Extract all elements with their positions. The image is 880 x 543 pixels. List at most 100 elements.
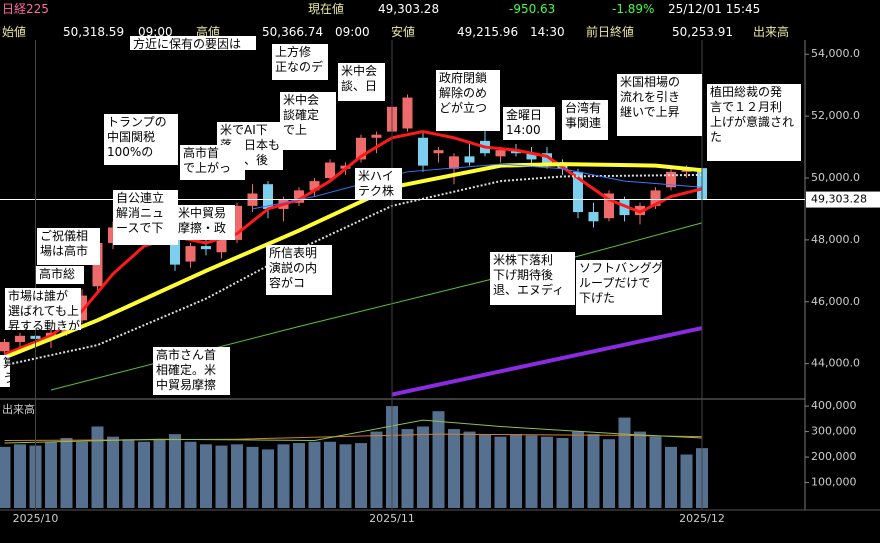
datetime: 25/12/01 15:45 [668,2,761,16]
volume-bar [339,444,352,508]
annotation-line: 100%の [107,145,154,159]
volume-bar [169,434,181,508]
annotation: 方近に保有の要因は [130,36,256,50]
annotation: 所信表明 演説の内 容がコ [266,245,332,295]
candle-body [309,181,320,191]
volume-bar [14,444,26,508]
candle-body [185,246,196,262]
annotation: 算う [0,355,10,387]
annotation-line: 高市総 [39,267,76,281]
annotation-line: テク株 [358,184,395,198]
volume-bar [494,436,507,508]
y-tick-label: 400,000 [811,399,857,412]
annotation: 米中会 談確定 で上 [280,92,336,150]
annotation-line: トランプの [107,115,167,129]
time: 09:00 [335,25,370,39]
volume-bar [107,436,119,508]
candle-body [573,171,583,213]
annotation: 高市さん首 相確定。米 中貿易摩擦 [153,347,230,395]
volume-bar [572,431,584,508]
label: 始値 [2,25,27,39]
volume-bar [246,446,259,508]
volume-bar [76,441,88,508]
candle-body [402,97,413,129]
annotation-line: た [710,130,723,144]
value: 50,318.59 [63,25,125,39]
candle-body [170,233,180,265]
panel-title: 出来高 [2,402,35,416]
candle-body [0,341,10,352]
annotation-line: 選ばれても上 [8,304,80,318]
volume-bar [355,443,367,508]
annotation-line: 上げが意識され [710,115,795,129]
annotation: 米株下落利 下げ期待後 退、エヌディ [490,252,575,305]
candle-body [650,190,661,206]
annotation: ご祝儀相 場は高市 [37,228,100,265]
x-tick-label: 2025/11 [369,512,415,525]
annotation-line: 中貿易摩擦 [156,378,217,392]
annotation-line: 米ハイ [358,169,394,183]
annotation: 市場は誰が 選ばれても上 昇する動きが [5,288,81,330]
annotation-line: で上 [283,123,308,137]
candle-body [263,184,273,209]
volume-bar [215,445,228,508]
candle-body [604,193,614,219]
candle-body [666,171,676,188]
annotation-line: 談、日 [341,79,378,93]
annotation-line: 容がコ [269,276,306,290]
annotation: 高市首 で上がっ [180,145,245,180]
y-tick-label: 100,000 [811,476,857,489]
candle-body [464,156,475,163]
volume-bar [463,431,476,508]
annotation: 植田総裁の発 言で１２月利 上げが意識された [707,84,801,161]
annotation-line: 継いで上昇 [620,105,680,119]
annotation-line: ースで下 [116,221,164,235]
value: 50,253.91 [672,25,734,39]
volume-bar [231,444,243,508]
annotation-line: 流れを引き [620,90,681,104]
annotation: 金曜日 14:00 [503,107,555,140]
volume-bar [45,441,57,508]
change-pct: -1.89% [612,2,655,16]
volume-bar [60,437,73,508]
y-tick-label: 54,000.0 [811,47,860,60]
volume-bar [680,454,693,508]
candle-body [216,239,227,253]
symbol: 日経225 [2,2,49,16]
annotation: ソフトバンググ ループだけで 下げた [576,260,662,315]
annotation-line: 所信表明 [269,246,318,260]
candle-body [15,335,25,342]
volume-bar [122,439,135,508]
annotation-line: 植田総裁の発 [710,85,783,99]
x-tick-label: 2025/10 [13,512,59,525]
indicator-line [252,163,703,210]
volume-bar [293,443,305,508]
volume-bar [153,439,166,508]
candle-body [418,137,428,166]
candle-body [542,153,552,166]
volume-bar [262,449,274,508]
time: 09:00 [138,25,173,39]
annotation-line: どが立つ [439,101,488,115]
volume-bar [417,426,429,508]
label: 現在値 [308,2,345,16]
volume-bar [510,434,522,508]
annotation: 自公連立 解消ニュ ースで下 [113,190,178,245]
annotation-line: 言で１２月利 [710,100,783,114]
candle-body [325,162,335,179]
volume-bar [634,431,646,508]
annotation-line: ループだけで [579,276,651,290]
volume-bar [138,441,150,508]
annotation: 高市総 [36,266,84,284]
last-price-label: 49,303.28 [811,193,867,206]
y-tick-label: 200,000 [811,450,857,463]
annotation-line: 退、エヌディ [493,283,565,297]
annotation-line: 場は高市 [40,244,89,258]
candle-body [511,150,521,154]
volume-bar [649,436,662,508]
volume-bar [277,444,290,508]
time: 14:30 [530,25,565,39]
annotation-line: 算 [3,356,10,370]
annotation-line: 摩擦・政 [178,221,227,235]
